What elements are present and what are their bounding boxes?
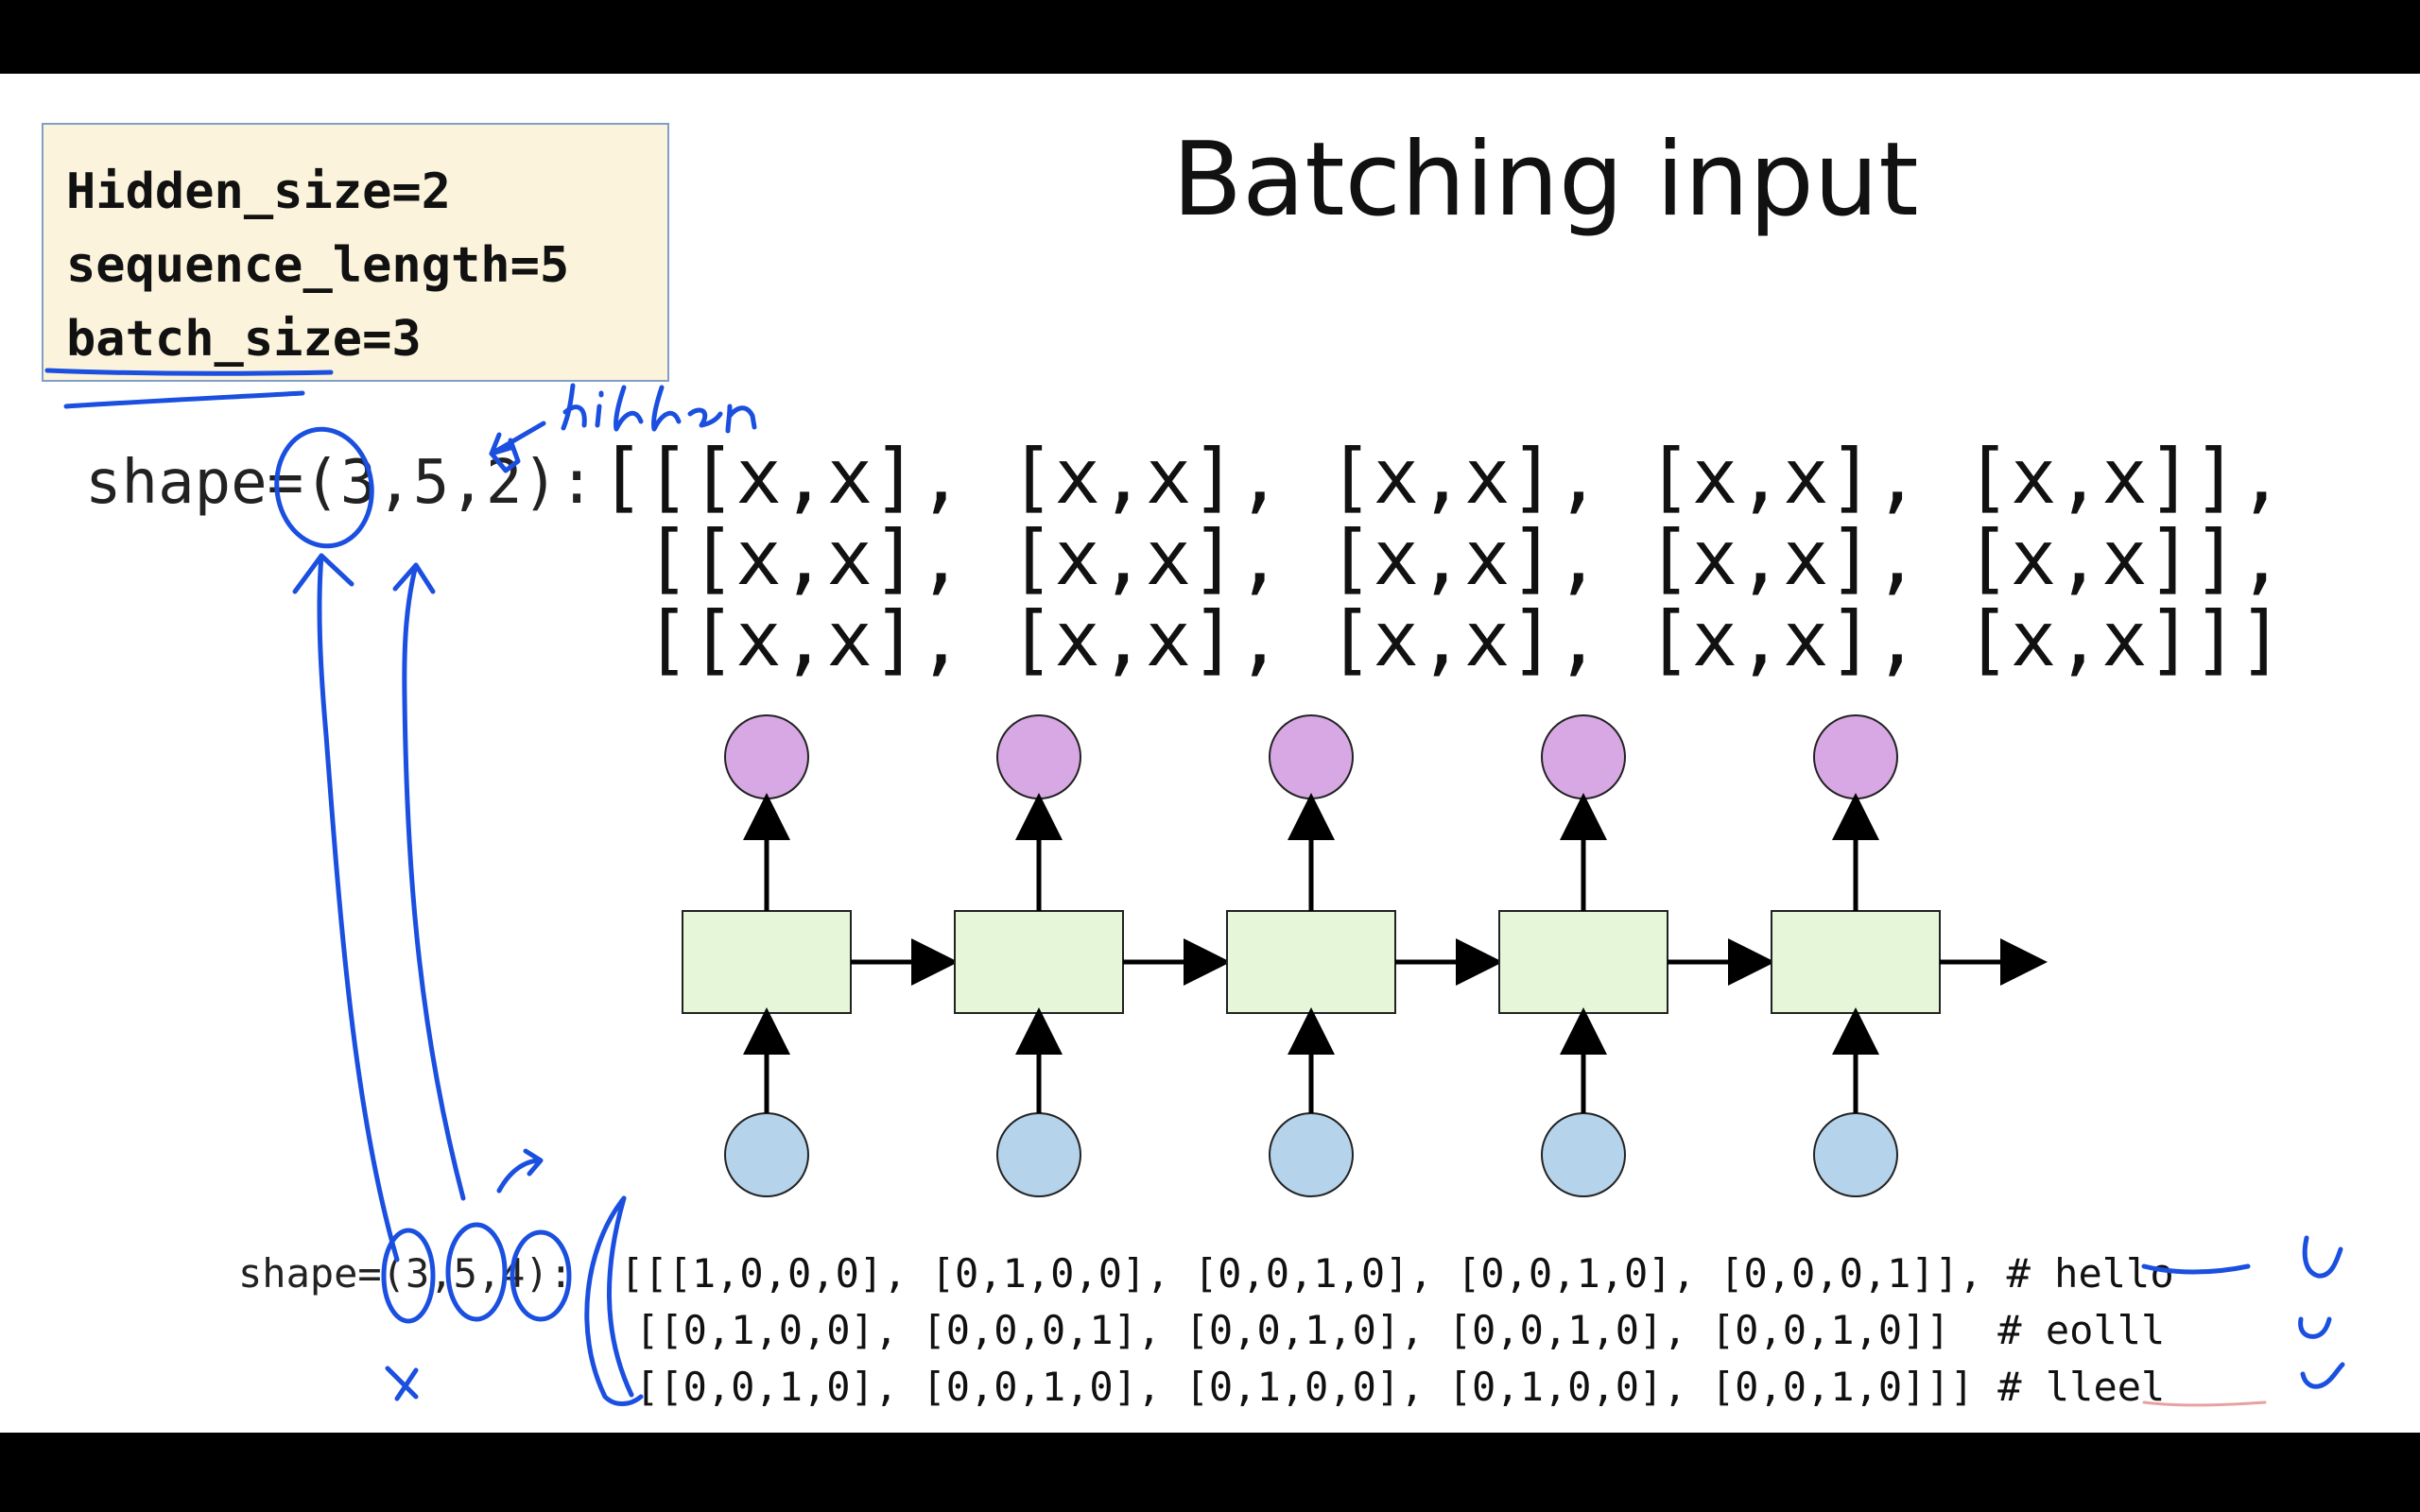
hidden-row: [[[x,x], [x,x], [x,x], [x,x], [x,x]], [599,433,2285,521]
output-node [996,714,1081,799]
slide-title: Batching input [1172,121,1919,239]
output-node [1813,714,1898,799]
rnn-cell [682,910,852,1014]
input-node [1269,1112,1354,1197]
param-sequence-length: sequence_length=5 [66,237,570,294]
rnn-cell [1771,910,1941,1014]
input-row: [[[1,0,0,0], [0,1,0,0], [0,0,1,0], [0,0,… [620,1250,2174,1297]
input-shape-label: shape=(3,5,4): [238,1250,574,1297]
hidden-row: [[x,x], [x,x], [x,x], [x,x], [x,x]]] [645,595,2284,683]
output-node [1541,714,1626,799]
rnn-diagram [682,714,2048,1197]
hidden-row: [[x,x], [x,x], [x,x], [x,x], [x,x]], [645,514,2284,602]
input-node [1541,1112,1626,1197]
input-node [1813,1112,1898,1197]
rnn-cell [1498,910,1668,1014]
param-hidden-size: Hidden_size=2 [66,163,451,220]
rnn-cell [1226,910,1396,1014]
param-batch-size: batch_size=3 [66,311,422,368]
input-row: [[0,1,0,0], [0,0,0,1], [0,0,1,0], [0,0,1… [635,1307,2166,1353]
rnn-cell [954,910,1124,1014]
input-row: [[0,0,1,0], [0,0,1,0], [0,1,0,0], [0,1,0… [635,1364,2166,1410]
input-node [724,1112,809,1197]
output-node [1269,714,1354,799]
output-node [724,714,809,799]
parameter-box: Hidden_size=2 sequence_length=5 batch_si… [42,123,669,382]
input-node [996,1112,1081,1197]
slide: Hidden_size=2 sequence_length=5 batch_si… [0,74,2420,1433]
